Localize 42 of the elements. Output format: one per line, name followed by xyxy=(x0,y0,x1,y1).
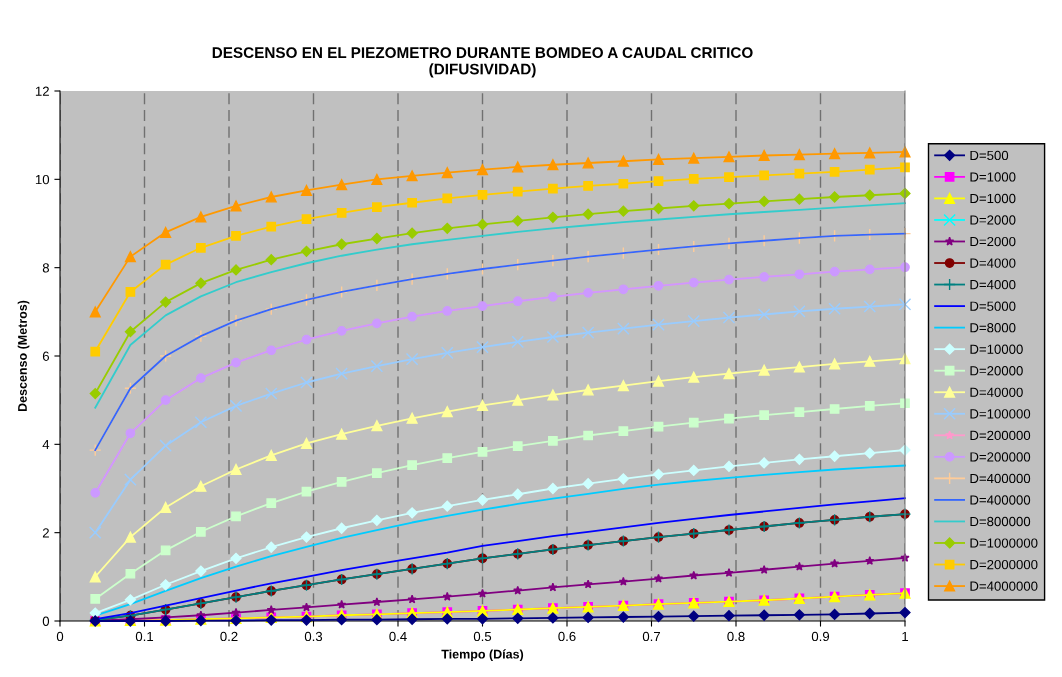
legend-label: D=200000 xyxy=(970,452,1031,462)
y-tick-label: 0 xyxy=(42,616,50,626)
legend-label: D=8000 xyxy=(970,323,1016,333)
x-axis-title: Tiempo (Días) xyxy=(441,649,524,662)
legend-label: D=2000 xyxy=(970,215,1016,225)
legend-label: D=4000000 xyxy=(970,581,1038,591)
y-axis-title: Descenso (Metros) xyxy=(17,300,30,412)
x-tick-label: 0.1 xyxy=(135,631,154,642)
legend-label: D=400000 xyxy=(970,495,1031,505)
x-tick-label: 1 xyxy=(902,631,909,641)
y-tick-label: 8 xyxy=(42,263,50,273)
y-tick-label: 12 xyxy=(35,86,49,96)
legend-label: D=20000 xyxy=(970,366,1023,376)
legend-label: D=800000 xyxy=(970,516,1031,527)
chart-title: DESCENSO EN EL PIEZOMETRO DURANTE BOMDEO A CAUDAL CRITICO (DIFUSIVIDAD) xyxy=(212,47,753,78)
legend-label: D=2000000 xyxy=(970,559,1038,570)
legend-label: D=1000000 xyxy=(970,538,1038,548)
legend-label: D=2000 xyxy=(970,236,1016,247)
legend-label: D=100000 xyxy=(970,409,1031,419)
x-tick-label: 0.4 xyxy=(389,631,407,642)
x-tick-label: 0.9 xyxy=(811,631,830,642)
legend-label: D=4000 xyxy=(970,279,1016,290)
legend-label: D=200000 xyxy=(970,430,1031,441)
y-tick-label: 4 xyxy=(42,440,50,450)
x-tick-label: 0.5 xyxy=(473,631,492,642)
y-tick-label: 10 xyxy=(35,174,50,185)
x-tick-label: 0.2 xyxy=(220,631,238,642)
x-tick-label: 0.8 xyxy=(727,631,745,642)
legend-label: D=5000 xyxy=(970,301,1016,311)
legend-label: D=1000 xyxy=(970,172,1016,182)
x-tick-label: 0 xyxy=(56,631,64,642)
legend-label: D=500 xyxy=(970,150,1009,161)
legend-label: D=400000 xyxy=(970,473,1031,484)
x-tick-label: 0.3 xyxy=(304,631,323,642)
legend-label: D=40000 xyxy=(970,387,1023,397)
y-tick-label: 2 xyxy=(42,528,49,538)
x-tick-label: 0.7 xyxy=(642,631,661,642)
legend-label: D=1000 xyxy=(970,193,1016,204)
legend-label: D=10000 xyxy=(970,344,1023,354)
x-tick-label: 0.6 xyxy=(558,631,576,642)
y-tick-label: 6 xyxy=(42,351,49,361)
legend-label: D=4000 xyxy=(970,258,1016,268)
